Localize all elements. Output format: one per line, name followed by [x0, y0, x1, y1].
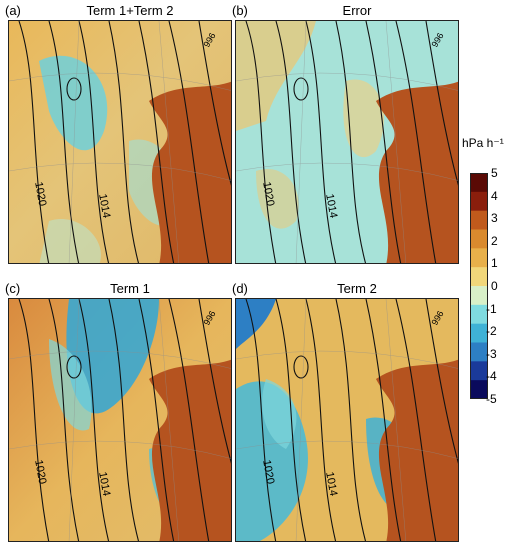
colorbar-tick-label: 0	[491, 279, 498, 293]
isobars	[18, 21, 231, 263]
panel-a-map	[8, 20, 232, 264]
panel-a-field	[9, 21, 231, 263]
panel-a-title: Term 1+Term 2	[86, 3, 174, 18]
colorbar-tick-label: 2	[491, 233, 498, 248]
colorbar-segment	[470, 304, 488, 325]
panel-c-label: (c)	[5, 281, 21, 296]
panel-a-label: (a)	[5, 3, 21, 18]
panel-b-map	[235, 20, 459, 264]
panel-c-map	[8, 298, 232, 542]
colorbar-tick-label: -1	[486, 301, 497, 316]
panel-d: (d) Term 2	[232, 278, 459, 542]
panel-a: (a) Term 1+Term 2	[5, 0, 232, 264]
colorbar-segment	[470, 229, 488, 249]
colorbar	[470, 173, 488, 399]
panel-b-field	[236, 21, 458, 263]
colorbar-segment	[470, 210, 488, 230]
panel-d-field	[236, 299, 458, 541]
colorbar-tick-label: -2	[486, 324, 497, 339]
colorbar-segment	[470, 248, 488, 268]
cool-anomaly	[39, 55, 108, 151]
panel-c-field	[9, 299, 231, 541]
panel-b-label: (b)	[232, 3, 248, 18]
colorbar-segment	[470, 191, 488, 212]
colorbar-segment	[470, 342, 488, 362]
colorbar-border	[470, 173, 488, 399]
colorbar-tick-label: -3	[486, 346, 497, 361]
panel-c-title: Term 1	[110, 281, 150, 296]
colorbar-segment	[470, 380, 488, 399]
colorbar-segment	[470, 323, 488, 343]
colorbar-segment	[470, 173, 488, 193]
panel-c: (c) Term 1	[5, 278, 232, 542]
panel-d-map	[235, 298, 459, 542]
panel-d-label: (d)	[232, 281, 248, 296]
panel-d-title: Term 2	[337, 281, 377, 296]
colorbar-tick-label: -4	[486, 369, 497, 384]
colorbar-segment	[470, 267, 488, 287]
colorbar-tick-label: 3	[491, 211, 498, 226]
colorbar-segment	[470, 361, 488, 381]
land-mass	[149, 81, 231, 263]
colorbar-unit: hPa h⁻¹	[462, 136, 504, 150]
colorbar-segment	[470, 286, 488, 306]
colorbar-tick-label: 5	[491, 166, 498, 180]
colorbar-tick-label: 1	[491, 256, 498, 271]
panel-b-title: Error	[342, 3, 372, 18]
colorbar-tick-label: -5	[486, 392, 497, 406]
panel-b: (b) Error	[232, 0, 459, 264]
colorbar-tick-label: 4	[491, 188, 498, 203]
